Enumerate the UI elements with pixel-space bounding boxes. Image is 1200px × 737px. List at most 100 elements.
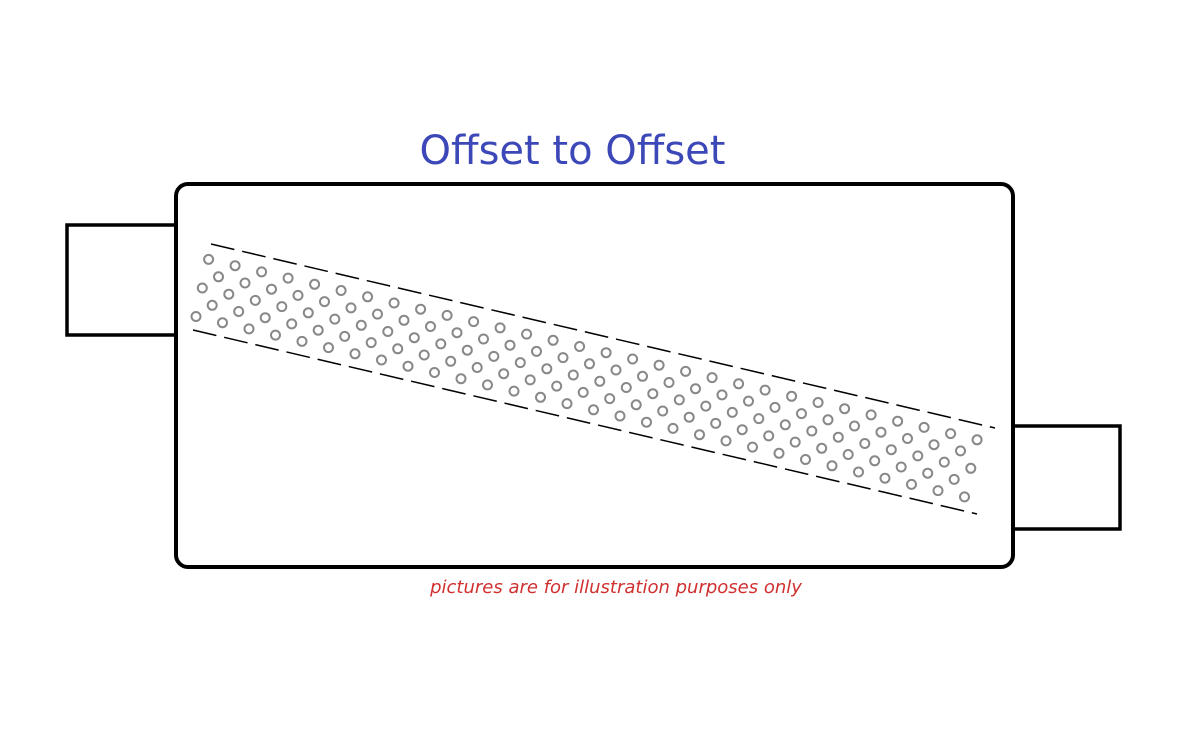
perforation-hole [521,328,533,340]
perforation-hole [335,285,347,296]
perforation-hole [292,289,304,301]
perforation-hole [319,296,330,308]
perforations [190,253,983,503]
perforation-hole [759,384,771,396]
perforation-hole [892,415,904,427]
perforation-hole [647,388,659,400]
perforation-hole [906,478,917,490]
perforation-hole [296,335,308,347]
perforation-hole [786,390,798,402]
perforation-hole [256,266,268,278]
perforation-hole [895,461,907,473]
perforation-hole [508,385,520,397]
perforation-hole [796,408,807,420]
perforation-hole [839,403,851,415]
perforation-hole [763,430,775,442]
perforation-hole [561,398,573,410]
perforation-hole [945,428,957,440]
perforation-hole [504,339,516,351]
perforation-hole [630,399,642,411]
perforation-hole [694,429,705,441]
perforation-hole [753,413,765,425]
disclaimer-caption: pictures are for illustration purposes o… [430,577,802,598]
perforation-hole [653,359,665,371]
perforation-hole [604,393,616,405]
perforation-hole [902,433,913,444]
perforation-hole [627,353,639,365]
perforation-hole [574,341,586,352]
perforation-hole [865,409,877,421]
perforation-hole [879,472,891,484]
perforation-hole [355,319,367,331]
perforation-hole [600,347,612,359]
perforation-hole [309,278,321,290]
perforation-hole [859,438,871,449]
perforation-hole [826,460,838,472]
perforation-hole [382,326,394,337]
perforation-hole [690,383,701,395]
perforation-hole [339,330,351,342]
perforation-hole [594,375,606,387]
perforation-hole [498,368,510,380]
perforation-hole [673,394,685,406]
perforation-hole [948,473,960,485]
muffler-body [174,182,1015,569]
perforation-hole [425,321,436,332]
perforation-hole [832,431,844,443]
perforation-hole [716,389,728,401]
perforation-hole [743,395,754,407]
perforation-hole [190,311,202,322]
perforation-hole [415,303,427,315]
perforation-hole [680,365,692,377]
perforation-hole [203,253,215,265]
perforation-hole [514,357,526,369]
perforation-hole [418,349,430,361]
perforation-hole [584,358,595,370]
perforation-hole [323,342,334,354]
perforation-hole [720,435,732,447]
perforation-hole [779,419,791,431]
perforation-hole [853,466,864,478]
perforation-hole [286,318,298,330]
perforation-hole [531,345,542,357]
perforation-hole [710,417,722,429]
perforation-hole [270,329,281,341]
perforation-hole [965,462,977,474]
perforation-hole [461,344,473,356]
perforation-hole [494,322,506,334]
perforation-hole [769,401,781,413]
perforation-hole [657,405,669,417]
perforation-hole [726,406,738,418]
perforation-hole [806,425,818,437]
tube-top-dashed-line [210,243,996,429]
inlet-pipe [65,223,178,337]
perforation-hole [488,350,500,362]
perforation-hole [541,363,553,375]
perforation-hole [918,421,930,433]
perforation-hole [402,360,414,372]
perforation-hole [213,271,224,283]
perforation-hole [468,316,480,328]
perforation-hole [312,324,324,336]
perforation-hole [614,410,626,422]
perforation-hole [429,367,440,378]
perforation-hole [249,294,261,306]
perforation-hole [812,397,824,408]
perforation-hole [478,333,489,345]
perforation-hole [388,297,400,309]
perforation-hole [524,374,536,386]
perforation-hole [938,456,950,468]
perforation-hole [932,485,944,497]
diagram-title: Offset to Offset [419,128,726,174]
perforation-hole [217,317,228,329]
perforation-hole [683,411,695,423]
perforation-hole [349,348,361,360]
perforation-hole [922,467,934,479]
perforation-hole [700,400,712,412]
perforation-hole [557,352,569,364]
perforation-hole [282,272,294,284]
perforation-hole [959,491,970,503]
perforation-hole [435,338,447,350]
perforation-hole [229,260,241,272]
